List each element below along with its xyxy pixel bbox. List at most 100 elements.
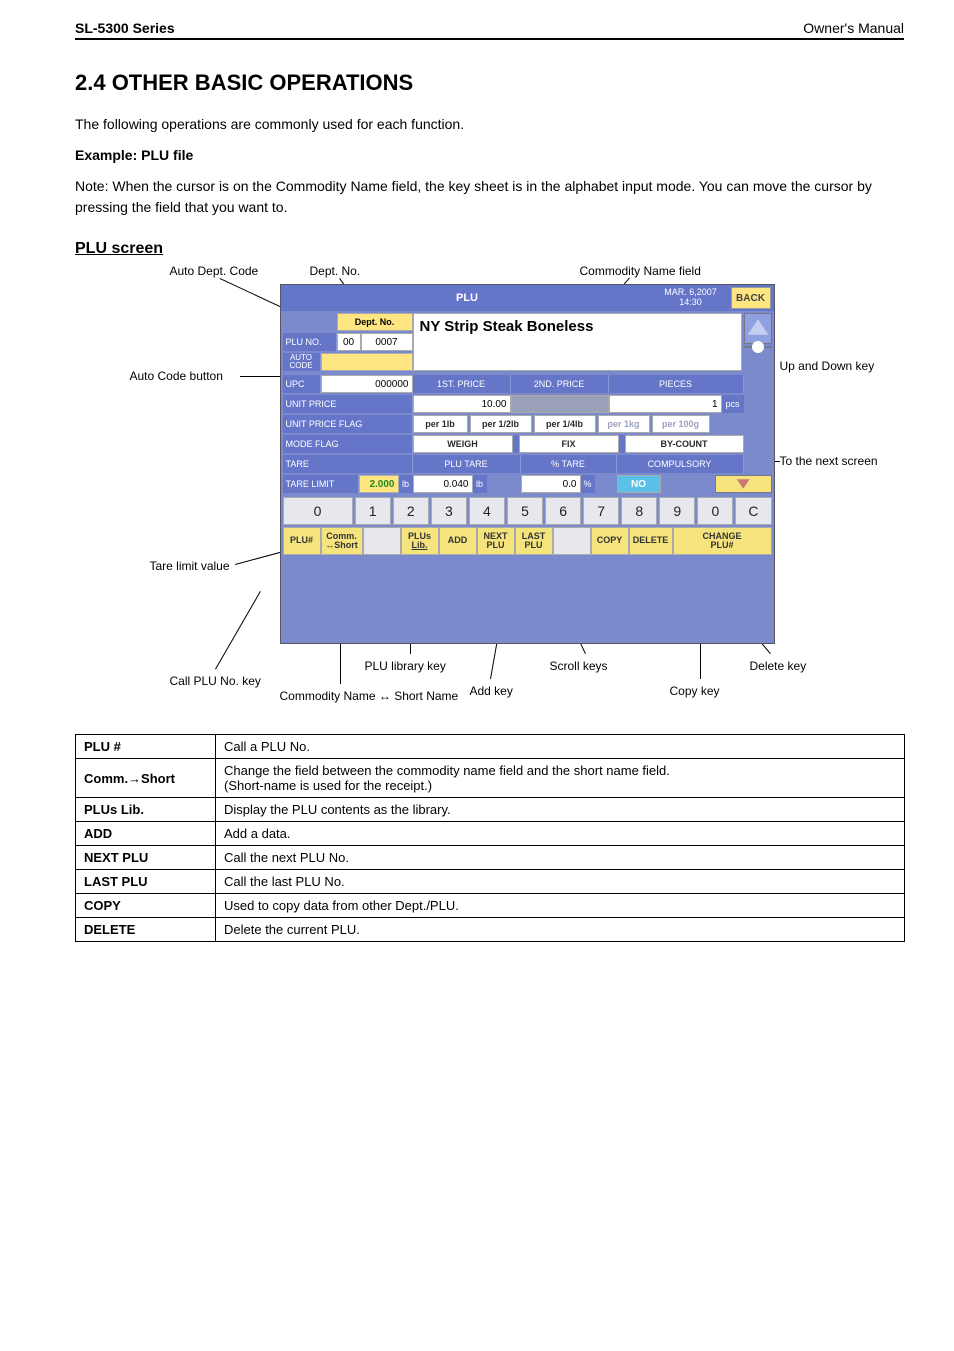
key-0-big[interactable]: 0 [283, 497, 353, 525]
pct-tare-value[interactable]: 0.0 [521, 475, 581, 493]
table-key: DELETE [76, 918, 216, 942]
key-clear[interactable]: C [735, 497, 771, 525]
scroll-down-icon[interactable] [715, 475, 772, 493]
intro-line1: The following operations are commonly us… [75, 114, 904, 135]
intro-line2: Example: PLU file [75, 145, 904, 166]
key-3[interactable]: 3 [431, 497, 467, 525]
compulsory-value[interactable]: NO [617, 475, 661, 493]
fn-blank-2 [553, 527, 591, 555]
delete-button[interactable]: DELETE [629, 527, 673, 555]
callout-plu: Call PLU No. key [170, 674, 261, 688]
fn-blank-1 [363, 527, 401, 555]
upc-value[interactable]: 000000 [321, 375, 413, 393]
tare-limit-value[interactable]: 2.000 [359, 475, 399, 493]
table-desc: Call the last PLU No. [216, 870, 905, 894]
dept-no-label: Dept. No. [337, 313, 413, 331]
lb-unit-2: lb [473, 475, 487, 493]
auto-code-button[interactable]: AUTOCODE [283, 353, 321, 371]
table-key: PLU # [76, 735, 216, 759]
upf-1lb[interactable]: per 1lb [413, 415, 468, 433]
section-title: 2.4 OTHER BASIC OPERATIONS [75, 70, 904, 96]
table-desc: Call the next PLU No. [216, 846, 905, 870]
table-desc: Used to copy data from other Dept./PLU. [216, 894, 905, 918]
callout-auto-dept: Auto Dept. Code [170, 264, 259, 278]
key-2[interactable]: 2 [393, 497, 429, 525]
plu-tare-value[interactable]: 0.040 [413, 475, 473, 493]
scroll-up-icon[interactable] [744, 313, 772, 344]
key-0[interactable]: 0 [697, 497, 733, 525]
table-desc: Display the PLU contents as the library. [216, 798, 905, 822]
key-description-table: PLU #Call a PLU No.Comm.→ShortChange the… [75, 734, 905, 942]
pcs-unit: pcs [722, 395, 744, 413]
plu-screen: PLU MAR. 6,200714:30 BACK Dept. No. PL [280, 284, 775, 644]
screen-datetime: MAR. 6,200714:30 [654, 286, 728, 310]
plu-number[interactable]: 0007 [361, 333, 413, 351]
doc-series: SL-5300 Series [75, 20, 175, 36]
key-6[interactable]: 6 [545, 497, 581, 525]
callout-tare-limit: Tare limit value [150, 559, 230, 573]
tare-label: TARE [283, 455, 413, 473]
pieces-value[interactable]: 1 [609, 395, 722, 413]
key-5[interactable]: 5 [507, 497, 543, 525]
unit-price-2[interactable] [511, 395, 609, 413]
table-key: Comm.→Short [76, 759, 216, 798]
unit-price-flag-label: UNIT PRICE FLAG [283, 415, 413, 433]
upf-quarterlb[interactable]: per 1/4lb [534, 415, 596, 433]
callout-updown: Up and Down key [780, 359, 875, 373]
key-9[interactable]: 9 [659, 497, 695, 525]
commodity-name-field[interactable]: NY Strip Steak Boneless [413, 313, 742, 371]
unit-price-1[interactable]: 10.00 [413, 395, 511, 413]
mode-fix[interactable]: FIX [519, 435, 619, 453]
table-key: ADD [76, 822, 216, 846]
screenshot-area: Auto Dept. Code Dept. No. Commodity Name… [130, 264, 850, 704]
table-desc: Add a data. [216, 822, 905, 846]
last-plu-button[interactable]: LASTPLU [515, 527, 553, 555]
unit-price-label: UNIT PRICE [283, 395, 413, 413]
next-plu-button[interactable]: NEXTPLU [477, 527, 515, 555]
add-button[interactable]: ADD [439, 527, 477, 555]
table-desc: Delete the current PLU. [216, 918, 905, 942]
key-4[interactable]: 4 [469, 497, 505, 525]
upf-halflb[interactable]: per 1/2lb [470, 415, 532, 433]
auto-code-field[interactable] [321, 353, 413, 371]
comm-short-button[interactable]: Comm.↔Short [321, 527, 363, 555]
pieces-label: PIECES [609, 375, 744, 393]
function-row: PLU# Comm.↔Short PLUsLib. ADD NEXTPLU LA… [283, 527, 772, 555]
plu-tare-label: PLU TARE [413, 455, 521, 473]
note-text: Note: When the cursor is on the Commodit… [75, 176, 904, 218]
compulsory-label: COMPULSORY [617, 455, 744, 473]
second-price-label: 2ND. PRICE [511, 375, 609, 393]
pct-unit: % [581, 475, 595, 493]
callout-comm-name: Commodity Name field [580, 264, 701, 278]
mode-flag-label: MODE FLAG [283, 435, 413, 453]
callout-dept-no: Dept. No. [310, 264, 361, 278]
callout-add: Add key [470, 684, 513, 698]
change-plu-button[interactable]: CHANGEPLU# [673, 527, 772, 555]
mode-weigh[interactable]: WEIGH [413, 435, 513, 453]
pct-tare-label: % TARE [521, 455, 617, 473]
plu-lib-button[interactable]: PLUsLib. [401, 527, 439, 555]
table-desc: Change the field between the commodity n… [216, 759, 905, 798]
upc-label: UPC [283, 375, 321, 393]
upf-100g[interactable]: per 100g [652, 415, 710, 433]
key-8[interactable]: 8 [621, 497, 657, 525]
callout-delete: Delete key [750, 659, 807, 673]
doc-title: Owner's Manual [803, 20, 904, 36]
upf-1kg[interactable]: per 1kg [598, 415, 650, 433]
copy-button[interactable]: COPY [591, 527, 629, 555]
numeric-keypad: 0 1 2 3 4 5 6 7 8 9 0 C [283, 497, 772, 525]
callout-lib: PLU library key [365, 659, 446, 673]
callout-auto-code: Auto Code button [130, 369, 223, 383]
plu-no-label: PLU NO. [283, 333, 337, 351]
dept-code[interactable]: 00 [337, 333, 361, 351]
plu-number-button[interactable]: PLU# [283, 527, 321, 555]
callout-next-arrow: To the next screen [780, 454, 878, 468]
key-1[interactable]: 1 [355, 497, 391, 525]
key-7[interactable]: 7 [583, 497, 619, 525]
tare-limit-label: TARE LIMIT [283, 475, 359, 493]
screen-heading: PLU screen [75, 240, 904, 258]
mode-bycount[interactable]: BY-COUNT [625, 435, 744, 453]
first-price-label: 1ST. PRICE [413, 375, 511, 393]
back-button[interactable]: BACK [731, 287, 771, 309]
callout-comm2: Commodity Name ↔ Short Name [280, 689, 459, 703]
